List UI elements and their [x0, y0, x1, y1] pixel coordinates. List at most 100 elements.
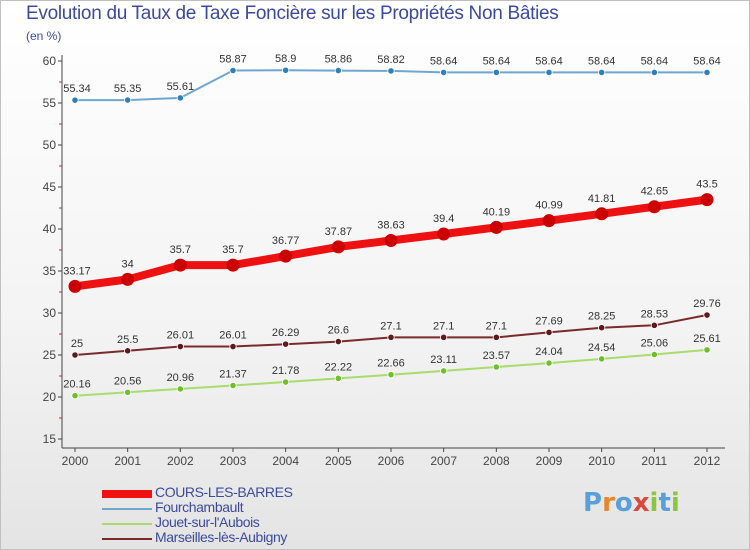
- x-tick-label: 2003: [220, 454, 247, 468]
- data-label: 58.64: [430, 55, 458, 67]
- data-label: 58.9: [275, 53, 296, 65]
- data-label: 27.69: [535, 315, 563, 327]
- data-label: 35.7: [222, 244, 243, 256]
- data-label: 27.1: [486, 320, 507, 332]
- data-point: [124, 347, 132, 355]
- data-point: [68, 279, 82, 293]
- logo-letter: i: [649, 488, 659, 518]
- data-label: 43.5: [696, 179, 717, 191]
- data-point: [71, 96, 79, 104]
- data-label: 35.7: [170, 244, 191, 256]
- logo-letter: t: [658, 488, 671, 518]
- proxiti-logo: Proxiti: [583, 488, 680, 518]
- data-label: 27.1: [380, 320, 401, 332]
- data-point: [542, 214, 556, 228]
- x-tick-label: 2006: [378, 454, 405, 468]
- data-label: 20.96: [167, 372, 195, 384]
- data-label: 33.17: [63, 265, 91, 277]
- y-axis-unit: (en %): [26, 29, 62, 43]
- data-point: [279, 249, 293, 263]
- data-point: [229, 342, 237, 351]
- data-point: [647, 200, 661, 214]
- series-lines: [68, 66, 714, 400]
- data-label: 58.64: [535, 55, 563, 67]
- data-point: [440, 333, 448, 341]
- data-point: [176, 94, 184, 102]
- data-label: 22.22: [325, 361, 353, 373]
- data-label: 39.4: [433, 213, 454, 225]
- data-point: [703, 311, 711, 319]
- data-point: [282, 378, 290, 386]
- data-label: 25.61: [693, 333, 721, 345]
- data-label: 21.37: [219, 368, 247, 380]
- data-label: 36.77: [272, 235, 300, 247]
- data-point: [440, 68, 448, 77]
- data-label: 20.56: [114, 375, 142, 387]
- x-tick-label: 2002: [167, 454, 194, 468]
- x-tick-label: 2004: [272, 454, 299, 468]
- data-point: [331, 240, 345, 254]
- data-label: 58.64: [693, 55, 721, 67]
- x-tick-label: 2012: [694, 454, 721, 468]
- data-label: 55.34: [63, 83, 91, 95]
- y-tick-label: 60: [43, 54, 57, 68]
- logo-letter: x: [632, 488, 650, 518]
- data-point: [384, 234, 398, 248]
- data-label: 41.81: [588, 193, 616, 205]
- data-label: 26.6: [328, 325, 349, 337]
- data-label: 37.87: [325, 226, 353, 238]
- data-point: [545, 328, 553, 337]
- logo-letter: P: [583, 488, 603, 518]
- data-label: 58.82: [377, 54, 405, 66]
- y-tick-label: 15: [43, 432, 57, 446]
- data-label: 34: [122, 258, 134, 270]
- data-point: [226, 258, 240, 272]
- chart-title: Evolution du Taux de Taxe Foncière sur l…: [26, 3, 559, 24]
- y-tick-label: 50: [43, 138, 57, 152]
- data-label: 26.29: [272, 327, 300, 339]
- data-point: [334, 374, 342, 382]
- data-label: 40.19: [483, 206, 511, 218]
- data-label: 58.64: [483, 55, 511, 67]
- data-label: 25.06: [641, 337, 669, 349]
- data-label: 28.25: [588, 311, 616, 323]
- data-label: 23.11: [430, 354, 457, 366]
- data-point: [282, 340, 290, 348]
- data-label: 26.01: [219, 330, 247, 342]
- logo-letter: o: [614, 488, 633, 518]
- data-point: [334, 337, 342, 346]
- legend-swatch: [102, 508, 152, 510]
- data-point: [124, 96, 132, 104]
- data-point: [229, 381, 237, 390]
- data-label: 58.87: [219, 53, 247, 65]
- data-label: 25.5: [117, 334, 138, 346]
- data-point: [598, 68, 606, 77]
- data-point: [700, 193, 714, 207]
- data-point: [595, 207, 609, 221]
- data-point: [121, 272, 135, 286]
- y-tick-label: 25: [43, 348, 57, 362]
- data-point: [176, 385, 184, 393]
- data-point: [598, 324, 606, 332]
- x-tick-label: 2001: [114, 454, 141, 468]
- data-point: [176, 342, 184, 351]
- data-point: [387, 371, 395, 379]
- data-label: 58.64: [641, 55, 669, 67]
- data-point: [650, 68, 658, 77]
- x-tick-label: 2010: [588, 454, 615, 468]
- data-point: [440, 367, 448, 375]
- legend-label: COURS-LES-BARRES: [155, 484, 293, 500]
- data-point: [492, 68, 500, 77]
- data-point: [703, 346, 711, 354]
- data-point: [492, 363, 500, 371]
- x-tick-label: 2007: [430, 454, 457, 468]
- x-tick-label: 2011: [641, 454, 667, 468]
- data-label: 42.65: [641, 186, 669, 198]
- data-point: [71, 351, 79, 359]
- data-point: [489, 220, 503, 234]
- legend-swatch: [102, 523, 152, 525]
- data-point: [334, 66, 342, 75]
- data-label: 27.1: [433, 320, 454, 332]
- data-label: 55.35: [114, 83, 142, 95]
